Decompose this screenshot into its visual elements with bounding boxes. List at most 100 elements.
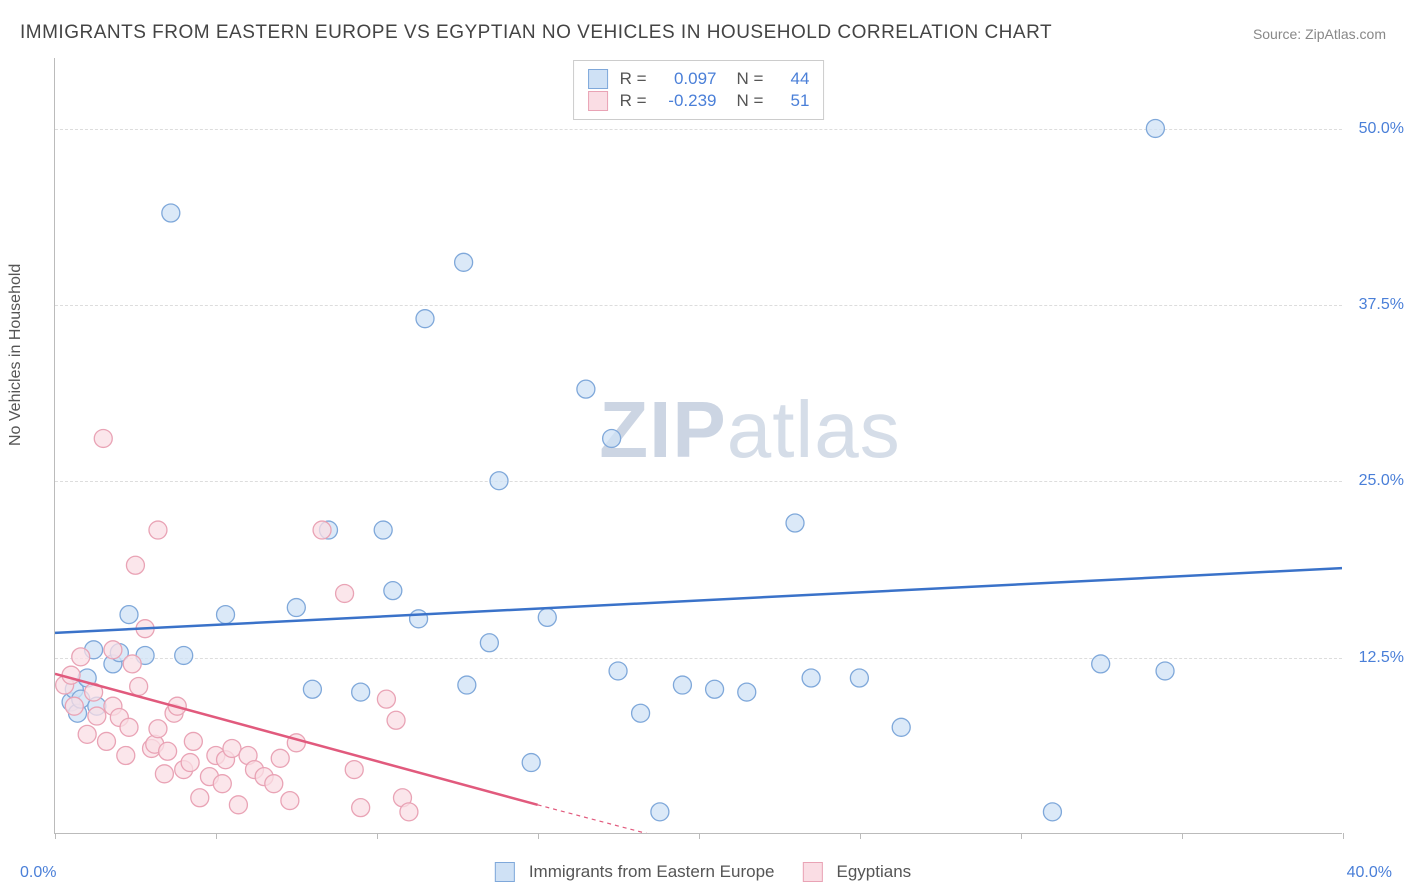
data-point [123, 655, 141, 673]
x-tick [1343, 833, 1344, 839]
r-value-1: 0.097 [659, 69, 717, 89]
data-point [374, 521, 392, 539]
x-tick-label-max: 40.0% [1347, 864, 1392, 882]
data-point [281, 792, 299, 810]
data-point [223, 739, 241, 757]
legend-correlation-box: R = 0.097 N = 44 R = -0.239 N = 51 [573, 60, 825, 120]
legend-label-1: Immigrants from Eastern Europe [529, 862, 775, 882]
data-point [786, 514, 804, 532]
data-point [538, 608, 556, 626]
data-point [377, 690, 395, 708]
x-tick [538, 833, 539, 839]
data-point [191, 789, 209, 807]
data-point [802, 669, 820, 687]
legend-swatch-pink-icon [802, 862, 822, 882]
data-point [72, 648, 90, 666]
data-point [384, 582, 402, 600]
x-tick [216, 833, 217, 839]
data-point [97, 732, 115, 750]
x-tick-label-min: 0.0% [20, 864, 56, 882]
data-point [65, 697, 83, 715]
data-point [400, 803, 418, 821]
data-point [416, 310, 434, 328]
data-point [149, 720, 167, 738]
chart-svg [55, 58, 1342, 833]
data-point [175, 646, 193, 664]
data-point [673, 676, 691, 694]
data-point [522, 754, 540, 772]
data-point [104, 641, 122, 659]
data-point [181, 754, 199, 772]
data-point [213, 775, 231, 793]
data-point [706, 680, 724, 698]
r-label: R = [620, 91, 647, 111]
data-point [458, 676, 476, 694]
y-tick-label: 12.5% [1359, 649, 1404, 667]
data-point [632, 704, 650, 722]
data-point [490, 472, 508, 490]
data-point [892, 718, 910, 736]
n-label: N = [737, 91, 764, 111]
data-point [120, 718, 138, 736]
data-point [1146, 119, 1164, 137]
data-point [217, 606, 235, 624]
n-value-2: 51 [775, 91, 809, 111]
trend-line-dashed [538, 805, 699, 833]
r-label: R = [620, 69, 647, 89]
data-point [265, 775, 283, 793]
data-point [120, 606, 138, 624]
x-tick [699, 833, 700, 839]
data-point [651, 803, 669, 821]
r-value-2: -0.239 [659, 91, 717, 111]
data-point [78, 725, 96, 743]
data-point [603, 429, 621, 447]
legend-swatch-blue-icon [495, 862, 515, 882]
n-label: N = [737, 69, 764, 89]
x-tick [1182, 833, 1183, 839]
source-label: Source: ZipAtlas.com [1253, 26, 1386, 42]
data-point [352, 799, 370, 817]
data-point [130, 677, 148, 695]
data-point [159, 742, 177, 760]
legend-item-series2: Egyptians [802, 862, 911, 882]
y-tick-label: 50.0% [1359, 120, 1404, 138]
data-point [184, 732, 202, 750]
data-point [287, 599, 305, 617]
x-tick [1021, 833, 1022, 839]
data-point [313, 521, 331, 539]
data-point [455, 253, 473, 271]
data-point [480, 634, 498, 652]
data-point [345, 761, 363, 779]
x-tick [377, 833, 378, 839]
data-point [609, 662, 627, 680]
data-point [149, 521, 167, 539]
legend-swatch-blue [588, 69, 608, 89]
data-point [738, 683, 756, 701]
data-point [271, 749, 289, 767]
x-tick [55, 833, 56, 839]
data-point [303, 680, 321, 698]
legend-row-series2: R = -0.239 N = 51 [588, 91, 810, 111]
data-point [1043, 803, 1061, 821]
data-point [336, 584, 354, 602]
data-point [117, 747, 135, 765]
y-axis-label: No Vehicles in Household [7, 264, 25, 446]
legend-label-2: Egyptians [836, 862, 911, 882]
data-point [88, 707, 106, 725]
chart-title: IMMIGRANTS FROM EASTERN EUROPE VS EGYPTI… [20, 22, 1052, 44]
data-point [229, 796, 247, 814]
data-point [162, 204, 180, 222]
data-point [387, 711, 405, 729]
legend-item-series1: Immigrants from Eastern Europe [495, 862, 775, 882]
data-point [577, 380, 595, 398]
x-tick [860, 833, 861, 839]
data-point [410, 610, 428, 628]
y-tick-label: 37.5% [1359, 296, 1404, 314]
data-point [94, 429, 112, 447]
legend-bottom: Immigrants from Eastern Europe Egyptians [495, 862, 911, 882]
data-point [126, 556, 144, 574]
data-point [352, 683, 370, 701]
y-tick-label: 25.0% [1359, 472, 1404, 490]
data-point [155, 765, 173, 783]
plot-area: ZIPatlas R = 0.097 N = 44 R = -0.239 N =… [54, 58, 1342, 834]
